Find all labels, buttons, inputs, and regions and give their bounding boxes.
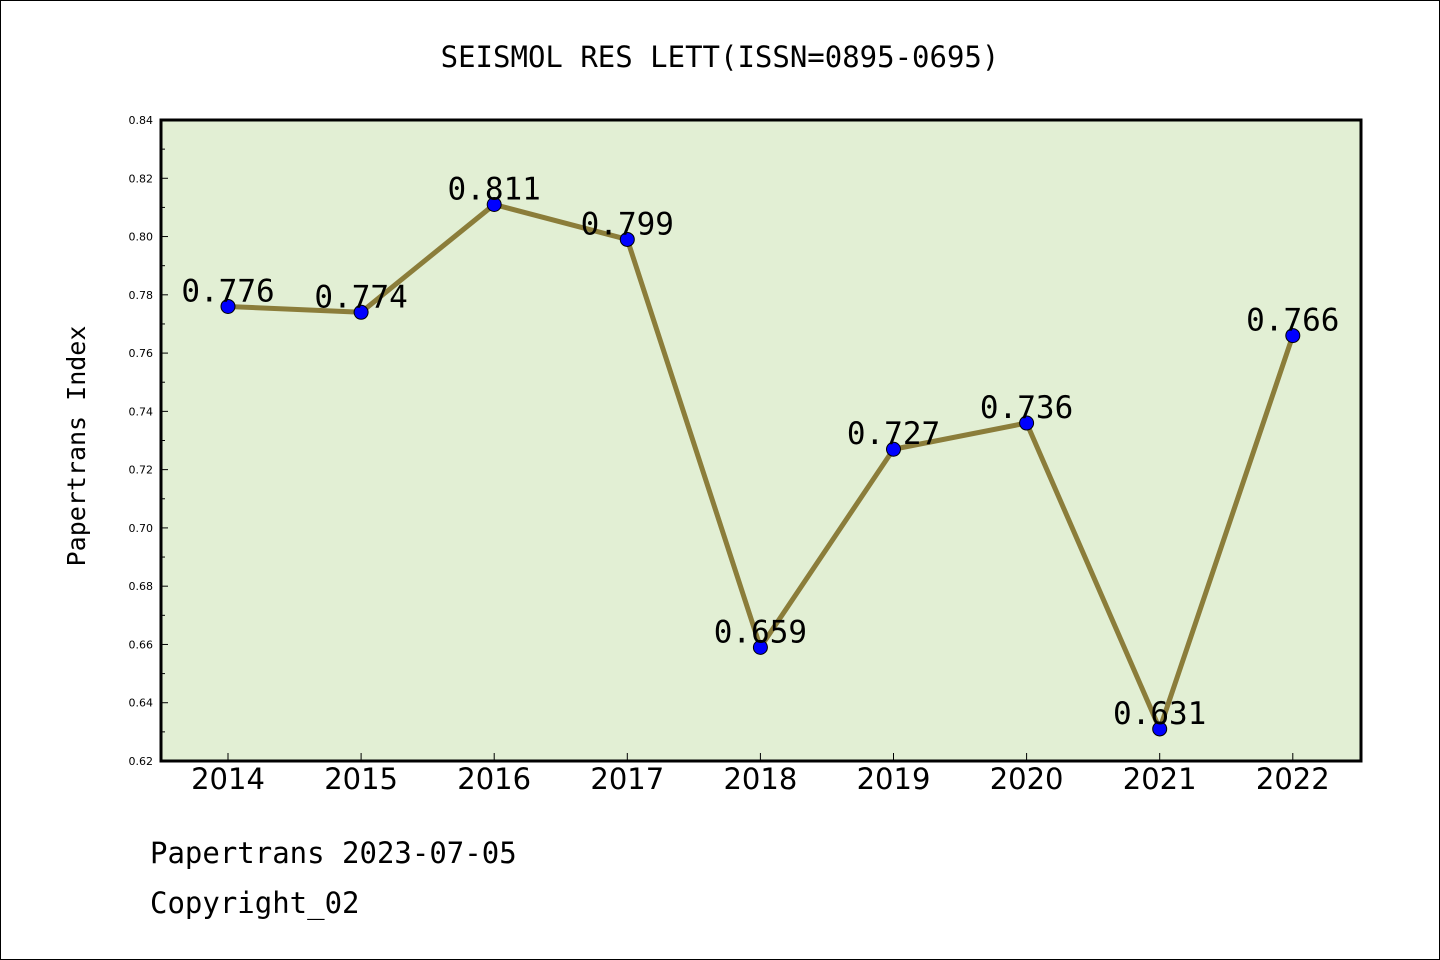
x-tick-label: 2021 [1123,762,1197,796]
x-tick-label: 2015 [324,762,398,796]
data-point [1019,415,1035,431]
y-tick-label: 0.82 [129,172,154,185]
y-tick-label: 0.76 [129,347,154,360]
data-label: 0.659 [714,614,807,650]
footer-copyright: Copyright_02 [150,886,360,920]
y-tick-label: 0.66 [129,638,154,651]
data-label: 0.811 [448,171,541,207]
x-tick-label: 2019 [857,762,931,796]
y-tick-label: 0.62 [129,755,154,768]
data-label: 0.799 [581,206,674,242]
footer-date: Papertrans 2023-07-05 [150,836,517,870]
chart-title: SEISMOL RES LETT(ISSN=0895-0695) [441,40,1000,74]
data-markers [220,196,1301,737]
x-tick-label: 2022 [1256,762,1330,796]
data-labels: 0.776 0.774 0.811 0.799 0.659 0.727 0.736 0.631… [181,171,1339,731]
x-tick-label: 2014 [191,762,265,796]
y-tick-label: 0.84 [129,114,154,127]
x-axis: 2014 2015 2016 2017 2018 2019 2020 2021 2022 [191,753,1330,796]
x-tick-label: 2017 [590,762,664,796]
y-tick-label: 0.68 [129,580,154,593]
y-axis: 0.62 0.64 0.66 0.68 0.70 0.72 0.74 0.76 0.78 0.80… [129,114,168,768]
data-point [1152,721,1168,737]
data-point [619,231,635,247]
data-label: 0.766 [1246,303,1339,339]
x-tick-label: 2016 [457,762,531,796]
x-tick-label: 2018 [723,762,797,796]
x-tick-label: 2020 [990,762,1064,796]
y-tick-label: 0.74 [129,405,154,418]
data-label: 0.774 [314,279,407,315]
data-label: 0.776 [181,273,274,309]
data-point [1285,328,1301,344]
data-label: 0.736 [980,390,1073,426]
data-point [486,196,502,212]
data-label: 0.631 [1113,696,1206,732]
data-point [220,298,236,314]
y-tick-label: 0.72 [129,464,154,477]
y-tick-label: 0.80 [129,231,154,244]
data-point [752,639,768,655]
y-tick-label: 0.70 [129,522,154,535]
y-tick-label: 0.64 [129,697,154,710]
data-label: 0.727 [847,416,940,452]
data-point [353,304,369,320]
data-point [886,441,901,457]
y-tick-label: 0.78 [129,289,154,302]
y-axis-label: Papertrans Index [62,326,91,567]
